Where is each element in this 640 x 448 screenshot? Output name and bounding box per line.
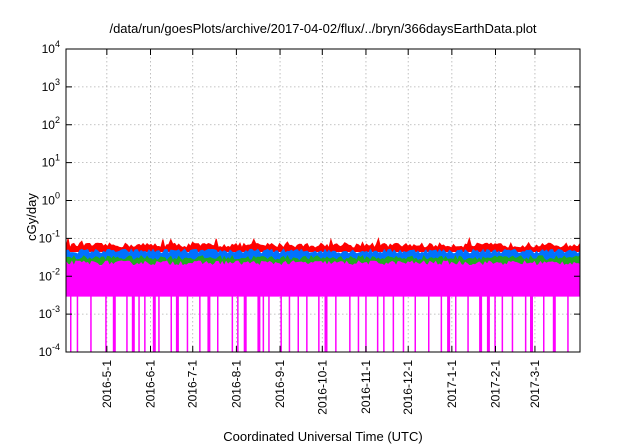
y-axis-label: cGy/day (24, 193, 39, 241)
y-axis: 10-4 10-3 10-2 10-1 100 101 102 103 104 (39, 39, 580, 359)
x-tick-label: 2016-12-1 (401, 360, 415, 415)
series-spike (524, 296, 527, 352)
series-spike (383, 296, 385, 352)
series-spike (288, 296, 291, 352)
series-spike (280, 296, 282, 352)
series-area (65, 248, 581, 262)
y-tick-label: 10-1 (39, 228, 60, 245)
series-spike (467, 296, 469, 352)
series-area (65, 260, 581, 297)
series-spike (90, 296, 92, 352)
y-tick-label: 102 (42, 115, 60, 132)
series-spike (237, 296, 239, 352)
y-tick-label: 10-4 (39, 342, 60, 359)
series-spike (543, 296, 545, 352)
series-spike (144, 296, 146, 352)
series-spike (318, 296, 320, 352)
series-spike (170, 296, 172, 352)
series-spike (268, 296, 270, 352)
y-tick-label: 104 (42, 39, 60, 56)
series-spike (257, 296, 261, 352)
x-tick-label: 2017-3-1 (528, 360, 542, 408)
series-spike (479, 296, 483, 352)
y-tick-label: 10-3 (39, 304, 60, 321)
series-area (65, 236, 581, 252)
x-axis: 2016-5-1 2016-6-1 2016-7-1 2016-8-1 2016-9-1… (100, 49, 542, 415)
series-spike (530, 296, 533, 352)
series-spike (365, 296, 367, 352)
series-spike (414, 296, 416, 352)
series-spike (440, 296, 443, 352)
series-spike (447, 296, 451, 352)
series-spike (455, 296, 457, 352)
series-spike (138, 296, 140, 352)
series-spike (105, 296, 107, 352)
series-spike (207, 296, 211, 352)
series-spike (152, 296, 156, 352)
series-spike (486, 296, 490, 352)
y-tick-label: 103 (42, 77, 60, 94)
series-spike (376, 296, 379, 352)
series-spike (76, 296, 79, 352)
chart-title: /data/run/goesPlots/archive/2017-04-02/f… (109, 21, 536, 36)
x-tick-label: 2016-8-1 (229, 360, 243, 408)
x-tick-label: 2016-7-1 (186, 360, 200, 408)
series-spike (392, 296, 395, 352)
series-spike (357, 296, 360, 352)
series-spike (335, 296, 337, 352)
series-spike (349, 296, 351, 352)
series-spike (70, 296, 72, 352)
series-spike (494, 296, 496, 352)
series-spike (126, 296, 128, 352)
series-spike (297, 296, 299, 352)
series-spike (243, 296, 247, 352)
plot-area (65, 236, 581, 352)
series-spike (402, 296, 405, 352)
series-spike (428, 296, 430, 352)
x-tick-label: 2016-5-1 (100, 360, 114, 408)
series-spike (501, 296, 504, 352)
series-spike (199, 296, 201, 352)
x-tick-label: 2017-2-1 (489, 360, 503, 408)
series-spike (217, 296, 219, 352)
series-spike (175, 296, 179, 352)
x-tick-label: 2016-11-1 (359, 360, 373, 414)
x-axis-label: Coordinated Universal Time (UTC) (223, 429, 422, 444)
x-tick-label: 2016-10-1 (315, 360, 329, 415)
series-spikes (70, 296, 569, 352)
series-spike (552, 296, 556, 352)
y-tick-label: 100 (42, 191, 60, 208)
series-spike (112, 296, 116, 352)
y-tick-label: 101 (42, 153, 60, 170)
series-spike (186, 296, 189, 352)
series-spike (324, 296, 328, 352)
y-tick-label: 10-2 (39, 266, 60, 283)
series-spike (131, 296, 135, 352)
x-tick-label: 2017-1-1 (445, 360, 459, 408)
series-spike (567, 296, 569, 352)
series-spike (262, 296, 265, 352)
series-spike (231, 296, 234, 352)
series-spike (306, 296, 308, 352)
series-spike (158, 296, 160, 352)
series-spike (511, 296, 514, 352)
x-tick-label: 2016-9-1 (273, 360, 287, 408)
x-tick-label: 2016-6-1 (143, 360, 157, 408)
